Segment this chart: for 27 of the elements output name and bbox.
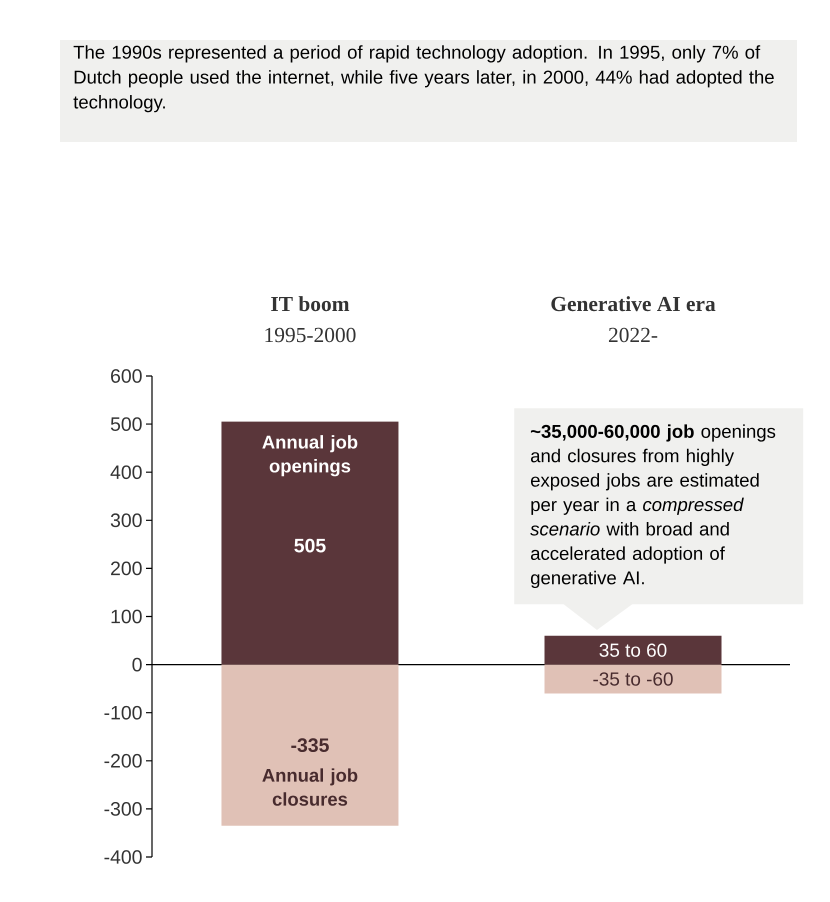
y-tick-label: 100 bbox=[112, 610, 142, 624]
bar bbox=[221, 664, 398, 826]
y-tick-label: -100 bbox=[104, 706, 142, 720]
text: The 1990s represented a period of rapid technology adoption. In 1995, only 7% of Dutch people used the internet, while five years later, in 2000, 44% had adopted the technology. bbox=[73, 45, 774, 112]
data-label: 505 bbox=[294, 538, 326, 552]
bar bbox=[221, 422, 398, 665]
series-label: Annual job openings bbox=[262, 435, 358, 476]
bar bbox=[544, 636, 722, 665]
data-label: -335 bbox=[291, 738, 329, 752]
y-tick-label: -200 bbox=[104, 754, 142, 768]
y-tick-label: 300 bbox=[110, 513, 142, 528]
bar bbox=[544, 664, 722, 694]
y-tick-label: 400 bbox=[110, 465, 142, 480]
y-tick-label: 600 bbox=[111, 369, 142, 383]
series-label: Annual job closures bbox=[262, 768, 358, 806]
y-tick-label: 500 bbox=[110, 417, 142, 431]
y-tick-label: -300 bbox=[104, 802, 142, 816]
text: 2022- bbox=[608, 328, 658, 342]
y-tick-label: 200 bbox=[111, 562, 142, 576]
data-label: -35 to -60 bbox=[593, 672, 673, 686]
y-tick-label: -400 bbox=[104, 850, 142, 864]
y-tick-label: 0 bbox=[132, 658, 142, 672]
x-tick-label: Generative AI era bbox=[551, 296, 716, 312]
text: 1995-2000 bbox=[265, 328, 356, 342]
data-label: 35 to 60 bbox=[600, 643, 666, 657]
text: ~35,000-60,000 job openings and closures from highly exposed jobs are estimated per year in a compressed scenario with broad and accelerated adoption of generative AI. bbox=[530, 424, 776, 588]
x-tick-label: IT boom bbox=[271, 296, 350, 312]
